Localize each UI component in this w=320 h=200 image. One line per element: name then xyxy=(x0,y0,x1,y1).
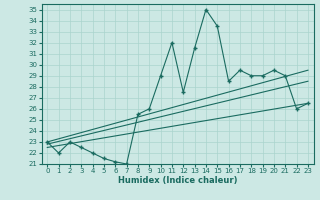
X-axis label: Humidex (Indice chaleur): Humidex (Indice chaleur) xyxy=(118,176,237,185)
